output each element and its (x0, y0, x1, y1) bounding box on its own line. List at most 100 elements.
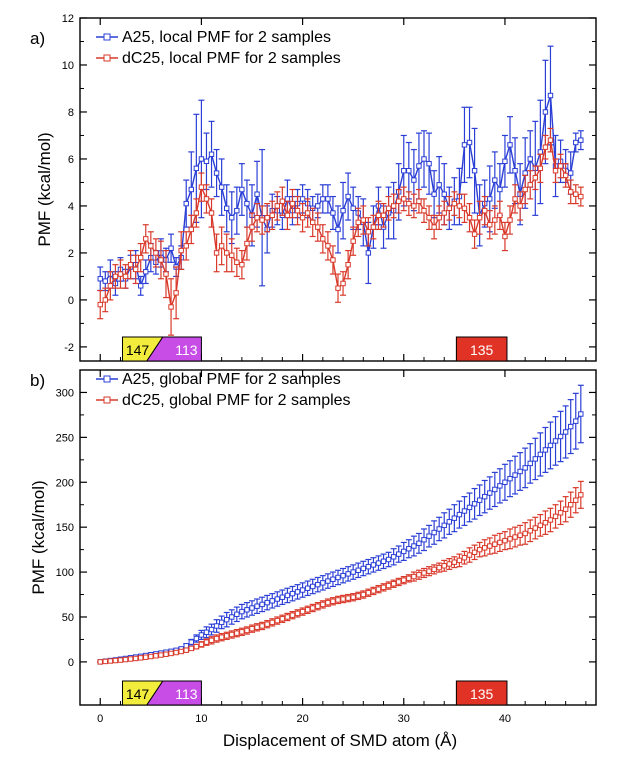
data-point (345, 261, 351, 268)
data-point (527, 156, 533, 162)
y-tick-label: 300 (56, 387, 74, 399)
data-point (102, 297, 108, 303)
x-axis-label: Displacement of SMD atom (Å) (223, 731, 457, 750)
series-line (99, 95, 582, 289)
data-point (406, 546, 412, 552)
data-point (208, 626, 215, 633)
data-point (411, 543, 417, 549)
data-point (340, 207, 346, 214)
data-point (294, 610, 301, 617)
data-point (107, 283, 114, 289)
data-point (213, 170, 220, 176)
data-point (487, 490, 493, 496)
data-point (254, 603, 260, 609)
data-point (345, 193, 351, 200)
data-point (355, 593, 361, 599)
data-point (471, 501, 478, 507)
y-tick-label: 12 (62, 13, 74, 25)
data-point (431, 191, 437, 197)
data-point (249, 625, 255, 632)
region-label-135: 135 (470, 342, 494, 358)
region-box-113 (145, 336, 202, 362)
data-point (482, 545, 488, 551)
data-point (497, 186, 503, 193)
data-point (431, 224, 437, 230)
data-point (163, 271, 169, 277)
region-label-113: 113 (175, 686, 198, 702)
data-point (406, 575, 412, 582)
data-point (436, 214, 442, 221)
data-point (547, 92, 554, 99)
region-label-147: 147 (126, 342, 150, 358)
data-point (482, 207, 488, 214)
data-point (310, 219, 316, 226)
data-point (330, 576, 336, 582)
data-point (487, 543, 493, 549)
y-tick-label: 200 (56, 477, 74, 489)
data-point (547, 442, 554, 449)
data-point (568, 189, 574, 195)
data-point (193, 210, 200, 216)
data-point (568, 423, 574, 430)
data-point (385, 556, 392, 563)
data-point (456, 511, 463, 518)
data-point (542, 447, 549, 453)
data-point (411, 203, 417, 209)
data-point (203, 639, 210, 645)
data-point (411, 177, 417, 183)
data-point (193, 635, 200, 642)
data-point (284, 212, 291, 219)
data-point (360, 591, 366, 598)
data-point (350, 205, 356, 211)
data-point (320, 196, 326, 202)
data-point (97, 276, 103, 282)
data-point (259, 623, 265, 629)
data-point (421, 537, 427, 543)
data-point (451, 200, 458, 207)
data-point (315, 581, 321, 588)
data-point (112, 657, 119, 664)
data-point (385, 582, 392, 589)
y-tick-label: 0 (68, 657, 74, 669)
data-point (416, 540, 422, 547)
data-point (325, 196, 331, 202)
data-point (335, 226, 341, 233)
data-point (345, 571, 351, 577)
data-point (188, 186, 194, 193)
data-point (552, 513, 559, 520)
data-point (289, 200, 296, 207)
data-point (466, 552, 473, 558)
data-point (289, 590, 296, 597)
legend-label: dC25, local PMF for 2 samples (122, 50, 341, 67)
data-point (244, 627, 250, 634)
data-point (299, 608, 306, 615)
data-point (127, 656, 134, 662)
data-point (299, 214, 306, 221)
data-point (294, 589, 301, 595)
data-point (431, 566, 437, 573)
y-tick-label: 250 (56, 432, 74, 444)
data-point (234, 630, 240, 636)
data-point (122, 656, 129, 663)
data-point (178, 648, 184, 655)
data-point (112, 273, 119, 280)
data-point (198, 156, 205, 162)
data-point (461, 555, 468, 561)
series-a25 (97, 384, 584, 665)
data-point (537, 165, 544, 172)
data-point (578, 137, 584, 143)
data-point (244, 200, 250, 207)
data-point (218, 634, 225, 640)
data-point (304, 210, 311, 216)
data-point (218, 184, 225, 190)
data-point (547, 517, 554, 523)
data-point (573, 139, 579, 146)
data-point (436, 182, 442, 188)
data-point (380, 584, 387, 591)
data-point (375, 586, 382, 592)
y-tick-label: 2 (68, 248, 74, 260)
data-point (436, 526, 442, 532)
data-point (568, 170, 574, 176)
data-point (552, 168, 559, 174)
data-point (254, 214, 260, 221)
